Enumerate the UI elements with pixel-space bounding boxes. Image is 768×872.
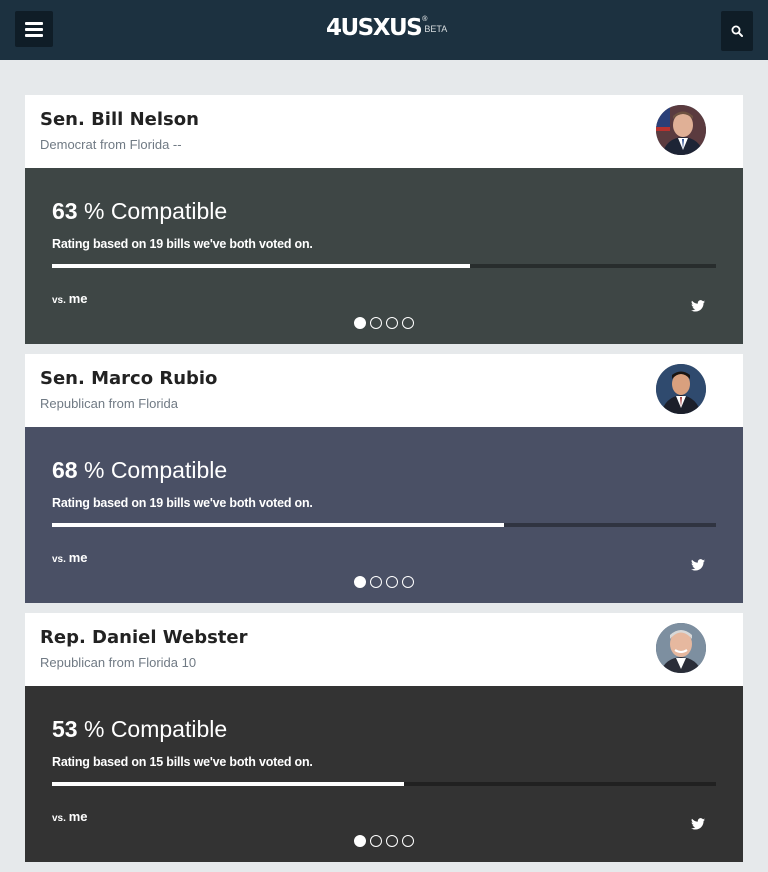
compatibility-score: 63 % Compatible <box>52 197 227 225</box>
rating-suffix: bills we've both voted on. <box>163 496 313 510</box>
compatibility-percent: 53 <box>52 716 78 742</box>
comparison-label: vs. me <box>52 809 87 824</box>
slide-dot[interactable] <box>354 317 366 329</box>
compatibility-panel: 53 % Compatible Rating based on 15 bills… <box>25 686 743 862</box>
twitter-share-icon[interactable] <box>691 558 705 571</box>
avatar[interactable] <box>656 364 706 414</box>
legislator-name[interactable]: Rep. Daniel Webster <box>40 627 248 648</box>
legislator-card[interactable]: Sen. Bill Nelson Democrat from Florida -… <box>25 95 743 344</box>
avatar[interactable] <box>656 105 706 155</box>
compatibility-bar-fill <box>52 264 471 268</box>
compatibility-bar-fill <box>52 523 504 527</box>
rating-description: Rating based on 19 bills we've both vote… <box>52 496 313 510</box>
slide-dot[interactable] <box>386 317 398 329</box>
vs-target: me <box>68 550 88 565</box>
legislator-card-header: Rep. Daniel Webster Republican from Flor… <box>25 613 743 686</box>
slide-dot[interactable] <box>370 317 382 329</box>
rating-description: Rating based on 19 bills we've both vote… <box>52 237 313 251</box>
search-icon[interactable] <box>721 11 753 51</box>
compatibility-bar <box>52 782 716 786</box>
comparison-label: vs. me <box>52 550 87 565</box>
legislator-name[interactable]: Sen. Marco Rubio <box>40 368 218 389</box>
slide-dot[interactable] <box>402 317 414 329</box>
rating-suffix: bills we've both voted on. <box>163 237 313 251</box>
legislator-card-header: Sen. Marco Rubio Republican from Florida <box>25 354 743 427</box>
compatibility-label: % Compatible <box>77 457 228 483</box>
legislator-card[interactable]: Sen. Marco Rubio Republican from Florida… <box>25 354 743 603</box>
rating-suffix: bills we've both voted on. <box>163 755 313 769</box>
legislator-party: Republican from Florida <box>40 396 179 411</box>
compatibility-label: % Compatible <box>77 198 228 224</box>
legislator-party: Democrat from Florida -- <box>40 137 182 152</box>
slide-dot[interactable] <box>354 835 366 847</box>
vs-target: me <box>68 291 88 306</box>
comparison-label: vs. me <box>52 291 87 306</box>
compatibility-panel: 68 % Compatible Rating based on 19 bills… <box>25 427 743 603</box>
vs-target: me <box>68 809 88 824</box>
slide-indicators <box>354 576 414 588</box>
rating-prefix: Rating based on <box>52 755 150 769</box>
avatar[interactable] <box>656 623 706 673</box>
compatibility-bar-fill <box>52 782 404 786</box>
twitter-share-icon[interactable] <box>691 299 705 312</box>
compatibility-percent: 68 <box>52 457 78 483</box>
vs-label: vs. <box>52 813 66 824</box>
slide-dot[interactable] <box>370 835 382 847</box>
vs-label: vs. <box>52 295 66 306</box>
legislator-card[interactable]: Rep. Daniel Webster Republican from Flor… <box>25 613 743 862</box>
rating-prefix: Rating based on <box>52 237 150 251</box>
app-logo[interactable]: 4USXUS ® BETA <box>326 14 447 44</box>
legislator-party: Republican from Florida 10 <box>40 655 197 670</box>
compatibility-bar <box>52 264 716 268</box>
slide-dot[interactable] <box>370 576 382 588</box>
bill-count: 15 <box>149 755 164 769</box>
legislator-name[interactable]: Sen. Bill Nelson <box>40 109 199 130</box>
compatibility-score: 53 % Compatible <box>52 715 227 743</box>
compatibility-percent: 63 <box>52 198 78 224</box>
twitter-share-icon[interactable] <box>691 817 705 830</box>
compatibility-bar <box>52 523 716 527</box>
slide-indicators <box>354 835 414 847</box>
bill-count: 19 <box>149 237 164 251</box>
bill-count: 19 <box>149 496 164 510</box>
slide-dot[interactable] <box>402 576 414 588</box>
logo-registered-mark: ® <box>422 16 428 23</box>
logo-beta-badge: BETA <box>424 24 448 34</box>
slide-dot[interactable] <box>386 576 398 588</box>
logo-text: 4USXUS <box>326 15 423 41</box>
compatibility-score: 68 % Compatible <box>52 456 227 484</box>
slide-dot[interactable] <box>402 835 414 847</box>
top-navbar: 4USXUS ® BETA <box>0 0 768 60</box>
compatibility-panel: 63 % Compatible Rating based on 19 bills… <box>25 168 743 344</box>
slide-dot[interactable] <box>354 576 366 588</box>
hamburger-menu-icon[interactable] <box>15 11 53 47</box>
rating-prefix: Rating based on <box>52 496 150 510</box>
slide-indicators <box>354 317 414 329</box>
vs-label: vs. <box>52 554 66 565</box>
legislator-card-header: Sen. Bill Nelson Democrat from Florida -… <box>25 95 743 168</box>
slide-dot[interactable] <box>386 835 398 847</box>
rating-description: Rating based on 15 bills we've both vote… <box>52 755 313 769</box>
compatibility-label: % Compatible <box>77 716 228 742</box>
